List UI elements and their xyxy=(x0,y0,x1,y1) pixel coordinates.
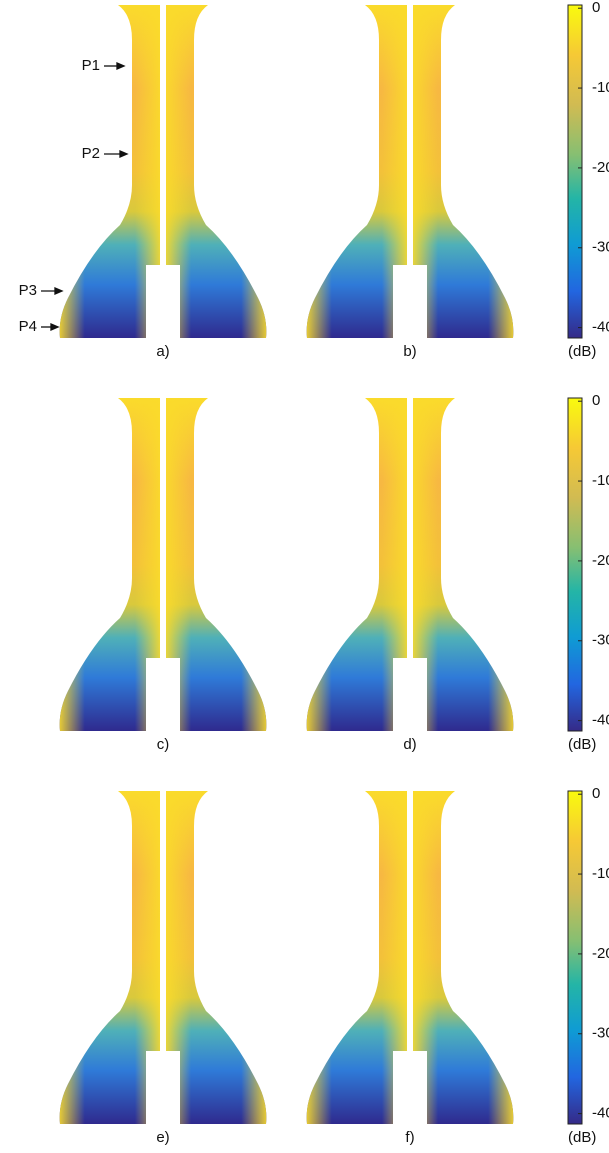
tick-label: -10 xyxy=(592,79,609,96)
panel-label: d) xyxy=(403,736,416,753)
field-map xyxy=(60,5,267,338)
panel: e) xyxy=(60,791,267,1146)
field-map xyxy=(307,398,514,731)
tick-label: -20 xyxy=(592,159,609,176)
tick-label: -30 xyxy=(592,632,609,649)
panel-label: f) xyxy=(405,1129,414,1146)
tick-label: -20 xyxy=(592,552,609,569)
panel: f) xyxy=(307,791,514,1146)
colorbar: 0 -10 -20 -30 -40 (dB) xyxy=(568,785,609,1146)
tick-label: 0 xyxy=(592,392,600,409)
figure: a) b) c) d) e) f) 0 -10 -20 -30 -40 (dB) 0 -10 -20 -30 -… xyxy=(0,0,609,1153)
tick-label: -20 xyxy=(592,945,609,962)
colorbar-unit: (dB) xyxy=(568,736,596,753)
probe-label: P3 xyxy=(19,282,37,299)
colorbar-scale xyxy=(568,791,582,1124)
panel-label: e) xyxy=(156,1129,169,1146)
field-map xyxy=(307,5,514,338)
tick-label: -30 xyxy=(592,239,609,256)
panel-label: a) xyxy=(156,343,169,360)
tick-label: -40 xyxy=(592,319,609,336)
panel-label: c) xyxy=(157,736,170,753)
colorbar-scale xyxy=(568,398,582,731)
probe-label: P2 xyxy=(82,145,100,162)
probe-label: P1 xyxy=(82,57,100,74)
tick-label: -40 xyxy=(592,712,609,729)
tick-label: -30 xyxy=(592,1025,609,1042)
panel: b) xyxy=(307,5,514,360)
tick-label: -40 xyxy=(592,1105,609,1122)
panel-label: b) xyxy=(403,343,416,360)
colorbar: 0 -10 -20 -30 -40 (dB) xyxy=(568,0,609,360)
tick-label: -10 xyxy=(592,472,609,489)
tick-label: 0 xyxy=(592,785,600,802)
colorbar-scale xyxy=(568,5,582,338)
tick-label: 0 xyxy=(592,0,600,16)
field-map xyxy=(60,791,267,1124)
panel: c) xyxy=(60,398,267,753)
colorbar-unit: (dB) xyxy=(568,1129,596,1146)
probe-label: P4 xyxy=(19,318,37,335)
panel: d) xyxy=(307,398,514,753)
colorbar-unit: (dB) xyxy=(568,343,596,360)
field-map xyxy=(60,398,267,731)
field-map xyxy=(307,791,514,1124)
tick-label: -10 xyxy=(592,865,609,882)
colorbar: 0 -10 -20 -30 -40 (dB) xyxy=(568,392,609,753)
